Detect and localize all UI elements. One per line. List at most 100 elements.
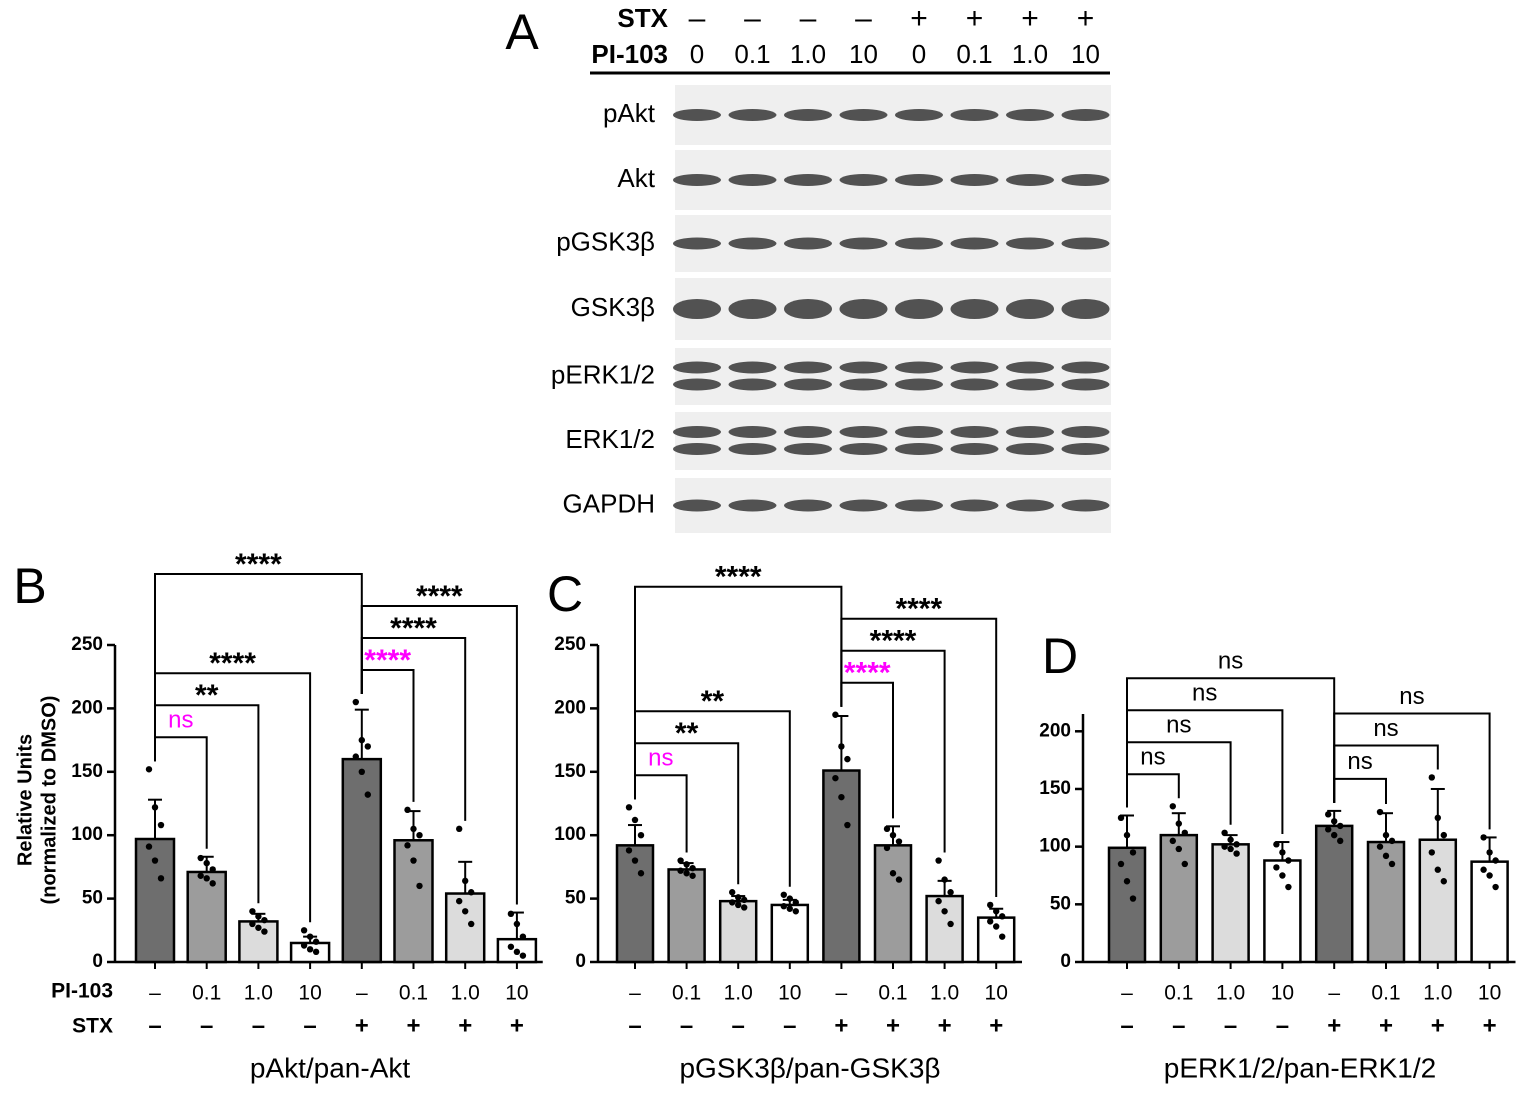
y-tick-label: 150 bbox=[1039, 778, 1071, 799]
lane-label: 0.1 bbox=[956, 39, 992, 69]
lane-label: 0.1 bbox=[734, 39, 770, 69]
x-tick-label-2: + bbox=[834, 1012, 848, 1039]
data-point bbox=[358, 768, 365, 775]
bracket bbox=[1126, 677, 1336, 808]
x-tick-label-2: + bbox=[886, 1012, 900, 1039]
data-point bbox=[838, 793, 845, 801]
data-point bbox=[249, 908, 256, 915]
band bbox=[784, 426, 832, 438]
data-point bbox=[513, 920, 521, 928]
lane-label: 10 bbox=[849, 39, 878, 69]
band bbox=[784, 443, 832, 455]
band bbox=[1061, 299, 1110, 319]
x-tick-label: 10 bbox=[505, 982, 528, 1005]
band bbox=[784, 499, 832, 512]
data-point bbox=[151, 857, 159, 864]
y-tick-label: 100 bbox=[554, 824, 586, 845]
band bbox=[728, 361, 777, 374]
band bbox=[839, 361, 888, 374]
y-subtitle: (normalized to DMSO) bbox=[38, 696, 60, 905]
band bbox=[895, 299, 943, 319]
band bbox=[839, 499, 888, 512]
y-tick-label: 50 bbox=[1050, 893, 1071, 914]
band bbox=[839, 299, 888, 319]
band bbox=[728, 443, 777, 455]
x-tick-label-2: – bbox=[783, 1012, 796, 1039]
x-tick-label: 1.0 bbox=[451, 982, 480, 1005]
lane-label: 1.0 bbox=[1012, 39, 1048, 69]
data-point bbox=[261, 916, 268, 924]
lane-label: + bbox=[966, 2, 984, 35]
data-point bbox=[1117, 814, 1125, 822]
data-point bbox=[987, 918, 994, 925]
data-point bbox=[895, 876, 903, 883]
band bbox=[673, 499, 721, 512]
data-point bbox=[786, 905, 793, 912]
band bbox=[950, 299, 999, 319]
data-point bbox=[1434, 814, 1442, 822]
band bbox=[950, 426, 999, 438]
data-point bbox=[999, 933, 1006, 940]
data-point bbox=[416, 832, 423, 839]
bar bbox=[1418, 838, 1458, 964]
band bbox=[950, 499, 999, 512]
data-point bbox=[677, 867, 684, 874]
data-point bbox=[1117, 860, 1125, 868]
data-point bbox=[1233, 850, 1240, 857]
bracket bbox=[634, 710, 791, 887]
band bbox=[950, 174, 999, 186]
x-tick-label: – bbox=[1121, 982, 1133, 1005]
bar bbox=[341, 757, 383, 964]
data-point bbox=[625, 804, 633, 811]
panel-label: C bbox=[547, 566, 583, 622]
band bbox=[950, 378, 999, 391]
data-point bbox=[741, 904, 748, 911]
x-tick-label-2: – bbox=[200, 1012, 213, 1039]
data-point bbox=[1273, 841, 1280, 848]
data-point bbox=[1221, 843, 1228, 850]
data-point bbox=[456, 897, 463, 905]
data-point bbox=[889, 870, 897, 877]
lane-label: + bbox=[1077, 2, 1095, 35]
band bbox=[1006, 378, 1054, 391]
bracket-label: ns bbox=[1373, 715, 1398, 742]
x-tick-label-2: – bbox=[1172, 1012, 1185, 1039]
y-tick-label: 100 bbox=[71, 824, 103, 845]
x-tick-label: 0.1 bbox=[878, 982, 907, 1005]
band bbox=[784, 378, 832, 391]
band bbox=[728, 174, 777, 186]
y-tick-label: 50 bbox=[565, 888, 586, 909]
bracket bbox=[634, 774, 688, 853]
band bbox=[839, 174, 888, 186]
band bbox=[1006, 109, 1054, 121]
data-point bbox=[1285, 883, 1292, 891]
data-point bbox=[300, 927, 308, 934]
data-point bbox=[1331, 818, 1338, 825]
data-point bbox=[507, 910, 515, 918]
data-point bbox=[1169, 837, 1177, 845]
data-point bbox=[792, 908, 799, 915]
bracket-label: **** bbox=[870, 625, 917, 658]
data-point bbox=[999, 913, 1006, 920]
data-point bbox=[1123, 831, 1131, 839]
data-point bbox=[683, 870, 690, 877]
band bbox=[1061, 237, 1110, 250]
data-point bbox=[1273, 864, 1280, 871]
data-point bbox=[637, 832, 645, 839]
bracket-label: ns bbox=[1347, 748, 1372, 775]
data-point bbox=[404, 806, 411, 814]
y-tick-label: 150 bbox=[554, 761, 586, 782]
x-tick-label: – bbox=[836, 982, 848, 1005]
data-point bbox=[844, 755, 851, 763]
bar bbox=[718, 899, 758, 964]
band bbox=[673, 426, 721, 438]
bracket bbox=[154, 736, 208, 849]
lane-label: 1.0 bbox=[790, 39, 826, 69]
y-tick-label: 0 bbox=[92, 951, 103, 972]
bracket bbox=[154, 573, 363, 762]
data-point bbox=[631, 857, 639, 864]
band bbox=[895, 174, 943, 186]
data-point bbox=[1181, 860, 1189, 868]
data-point bbox=[792, 899, 799, 906]
bar bbox=[444, 892, 486, 964]
